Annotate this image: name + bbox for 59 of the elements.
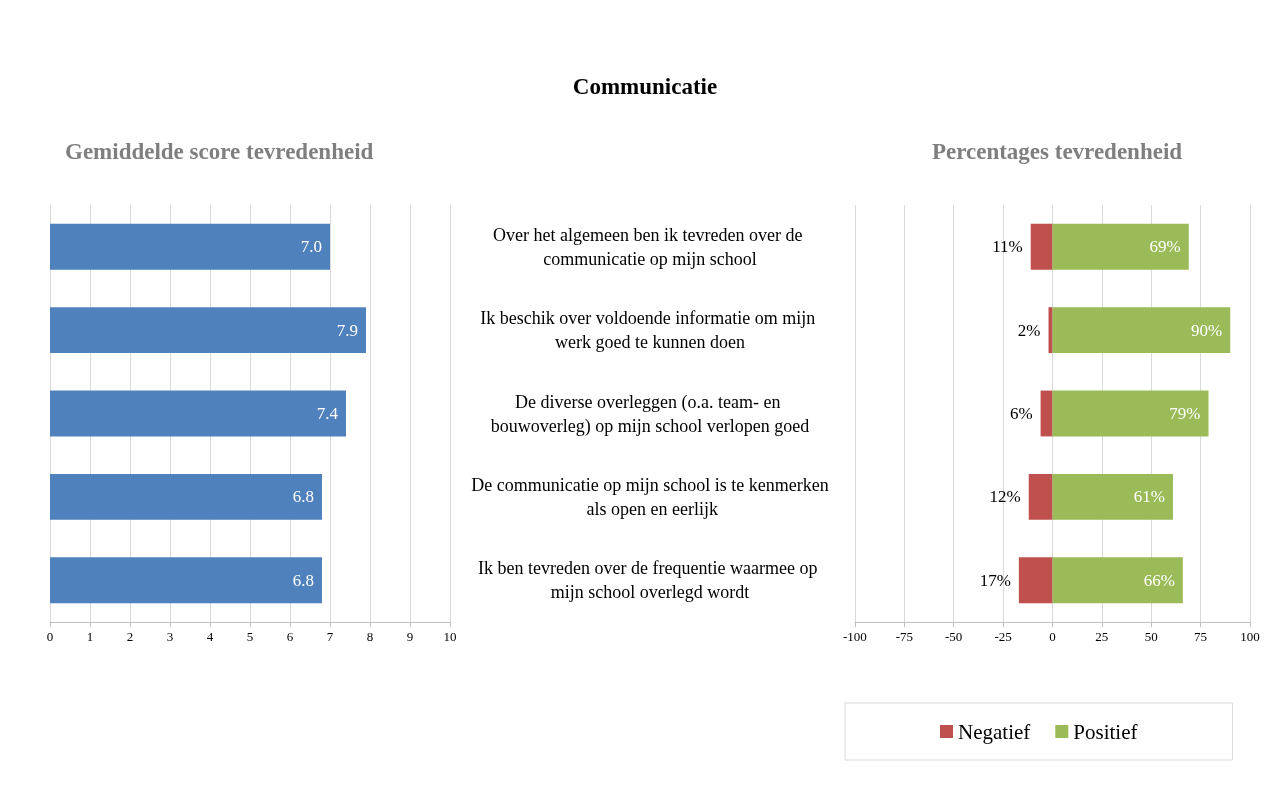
chart-subtitle: Gemiddelde score tevredenheid <box>65 139 374 164</box>
bar <box>50 223 330 270</box>
x-tick-label: 3 <box>166 629 174 644</box>
bar <box>1052 473 1173 520</box>
x-tick-label: 9 <box>406 629 414 644</box>
bar <box>1052 390 1209 437</box>
data-label: 7.4 <box>316 404 339 423</box>
data-label: 6.8 <box>292 487 314 507</box>
data-label: 61% <box>1133 487 1165 507</box>
data-label: 2% <box>1017 320 1041 340</box>
x-tick-label: 0 <box>1049 629 1056 644</box>
bar <box>1052 223 1189 270</box>
x-tick-label: 8 <box>366 629 374 644</box>
x-tick-label: 50 <box>1144 629 1158 644</box>
y-tick-label: Over het algemeen ben ik tevreden over de communicatie op mijn school <box>493 224 807 269</box>
legend-label: Negatief <box>958 719 1031 744</box>
x-tick-label: 0 <box>46 629 54 644</box>
data-label: 66% <box>1143 570 1175 590</box>
x-tick-label: 1 <box>86 629 94 644</box>
bar <box>50 307 366 354</box>
bar <box>1040 390 1053 437</box>
data-label: 12% <box>989 487 1021 507</box>
x-tick-label: 10 <box>443 629 457 644</box>
bar <box>1052 557 1183 604</box>
x-tick-label: -25 <box>994 629 1012 644</box>
bar <box>50 390 346 437</box>
x-tick-label: 25 <box>1095 629 1109 644</box>
x-tick-label: 75 <box>1194 629 1208 644</box>
bar <box>1018 557 1053 604</box>
text: Communicatie <box>572 74 718 99</box>
data-label: 7.9 <box>336 320 358 340</box>
x-tick-label: -50 <box>945 629 963 644</box>
data-label: 69% <box>1149 237 1181 257</box>
x-tick-label: 2 <box>126 629 134 644</box>
data-label: 6.8 <box>292 570 314 590</box>
y-tick-label: Ik beschik over voldoende informatie om mijn werk goed te kunnen doen <box>480 308 820 353</box>
chart-title: Percentages tevredenheid <box>931 139 1183 164</box>
x-tick-label: -75 <box>895 629 913 644</box>
bar <box>1028 473 1053 520</box>
x-tick-label: 6 <box>286 629 294 644</box>
data-label: 90% <box>1191 320 1223 340</box>
y-tick-label: Ik ben tevreden over de frequentie waarmee op mijn school overlegd wordt <box>478 558 822 603</box>
data-label: 17% <box>979 570 1011 590</box>
x-tick-label: 100 <box>1240 629 1260 644</box>
legend-label: Positief <box>1073 719 1138 744</box>
bar <box>50 557 322 604</box>
bar <box>1052 307 1231 354</box>
data-label: 79% <box>1169 404 1201 423</box>
x-tick-label: 5 <box>246 629 254 644</box>
bar <box>1030 223 1053 270</box>
x-tick-label: -100 <box>842 629 867 644</box>
x-tick-label: 4 <box>206 629 214 644</box>
data-label: 11% <box>992 237 1023 257</box>
y-tick-label: De diverse overleggen (o.a. team- en bouwoverleg) op mijn school verlopen goed <box>490 391 810 437</box>
y-tick-label: De communicatie op mijn school is te kenmerken als open en eerlijk <box>471 474 829 519</box>
x-tick-label: 7 <box>326 629 334 644</box>
data-label: 6% <box>1009 404 1033 423</box>
bar <box>50 473 322 520</box>
data-label: 7.0 <box>300 237 322 257</box>
